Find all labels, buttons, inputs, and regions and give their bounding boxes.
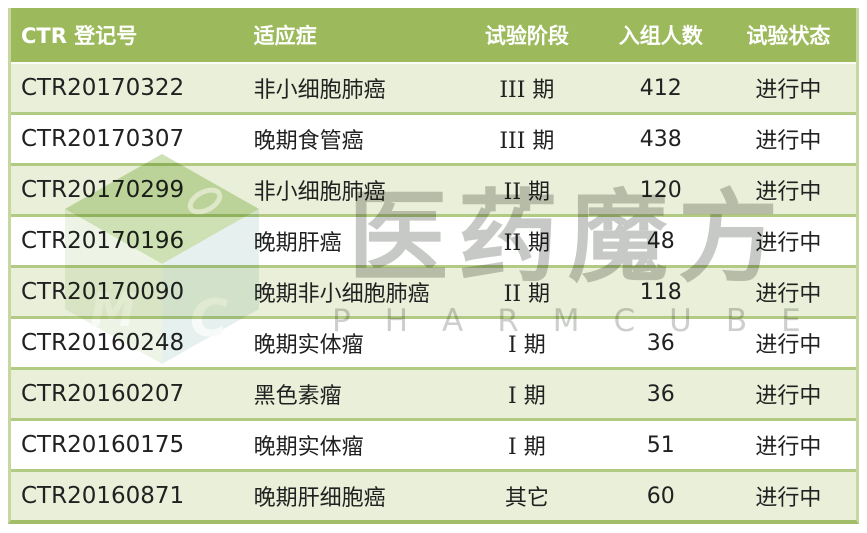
cell-ctr-id: CTR20160871 bbox=[21, 483, 185, 509]
cell-status: 进行中 bbox=[755, 282, 822, 307]
cell-enrollment: 60 bbox=[646, 483, 675, 509]
cell-ctr-id: CTR20170196 bbox=[21, 228, 185, 254]
cell-ctr-id: CTR20160175 bbox=[21, 432, 185, 458]
table-row: CTR20170307 晚期食管癌 III 期 438 进行中 bbox=[11, 112, 856, 163]
cell-indication: 晚期实体瘤 bbox=[253, 435, 364, 460]
cell-status: 进行中 bbox=[755, 333, 822, 358]
cell-phase: III 期 bbox=[499, 78, 555, 103]
cell-phase: II 期 bbox=[503, 180, 551, 205]
cell-phase: II 期 bbox=[503, 282, 551, 307]
cell-status: 进行中 bbox=[755, 180, 822, 205]
cell-enrollment: 36 bbox=[646, 330, 675, 356]
cell-indication: 晚期实体瘤 bbox=[253, 333, 364, 358]
cell-enrollment: 438 bbox=[639, 126, 682, 152]
column-header-ctr-id: CTR 登记号 bbox=[21, 24, 138, 48]
table-row: CTR20170090 晚期非小细胞肺癌 II 期 118 进行中 bbox=[11, 265, 856, 316]
cell-phase: II 期 bbox=[503, 231, 551, 256]
cell-status: 进行中 bbox=[755, 486, 822, 511]
cell-phase: III 期 bbox=[499, 129, 555, 154]
cell-indication: 黑色素瘤 bbox=[253, 384, 342, 409]
table-row: CTR20160248 晚期实体瘤 I 期 36 进行中 bbox=[11, 316, 856, 367]
cell-indication: 晚期肝癌 bbox=[253, 231, 342, 256]
cell-phase: I 期 bbox=[508, 384, 546, 409]
cell-phase: 其它 bbox=[504, 486, 549, 511]
cell-indication: 晚期肝细胞癌 bbox=[253, 486, 386, 511]
cell-status: 进行中 bbox=[755, 231, 822, 256]
column-header-enrollment: 入组人数 bbox=[618, 24, 703, 48]
cell-ctr-id: CTR20170299 bbox=[21, 177, 185, 203]
cell-enrollment: 120 bbox=[639, 177, 682, 203]
cell-ctr-id: CTR20170307 bbox=[21, 126, 185, 152]
cell-enrollment: 412 bbox=[639, 75, 682, 101]
cell-ctr-id: CTR20170090 bbox=[21, 279, 185, 305]
cell-status: 进行中 bbox=[755, 129, 822, 154]
cell-indication: 晚期非小细胞肺癌 bbox=[253, 282, 430, 307]
table-row: CTR20160871 晚期肝细胞癌 其它 60 进行中 bbox=[11, 469, 856, 520]
column-header-status: 试验状态 bbox=[746, 24, 831, 48]
cell-enrollment: 48 bbox=[646, 228, 675, 254]
cell-indication: 非小细胞肺癌 bbox=[253, 78, 386, 103]
table-row: CTR20170196 晚期肝癌 II 期 48 进行中 bbox=[11, 214, 856, 265]
table-row: CTR20160207 黑色素瘤 I 期 36 进行中 bbox=[11, 367, 856, 418]
cell-ctr-id: CTR20160248 bbox=[21, 330, 185, 356]
table-row: CTR20170299 非小细胞肺癌 II 期 120 进行中 bbox=[11, 163, 856, 214]
cell-indication: 晚期食管癌 bbox=[253, 129, 364, 154]
cell-enrollment: 118 bbox=[639, 279, 682, 305]
table-row: CTR20170322 非小细胞肺癌 III 期 412 进行中 bbox=[11, 62, 856, 112]
cell-phase: I 期 bbox=[508, 333, 546, 358]
trials-table: CTR 登记号 适应症 试验阶段 入组人数 试验状态 CTR20170322 非… bbox=[8, 8, 859, 524]
cell-ctr-id: CTR20160207 bbox=[21, 381, 185, 407]
table-body: CTR20170322 非小细胞肺癌 III 期 412 进行中 CTR2017… bbox=[11, 62, 856, 520]
cell-phase: I 期 bbox=[508, 435, 546, 460]
cell-status: 进行中 bbox=[755, 78, 822, 103]
column-header-indication: 适应症 bbox=[253, 24, 317, 48]
cell-ctr-id: CTR20170322 bbox=[21, 75, 185, 101]
cell-indication: 非小细胞肺癌 bbox=[253, 180, 386, 205]
cell-status: 进行中 bbox=[755, 435, 822, 460]
column-header-phase: 试验阶段 bbox=[484, 24, 569, 48]
cell-enrollment: 51 bbox=[646, 432, 675, 458]
table-row: CTR20160175 晚期实体瘤 I 期 51 进行中 bbox=[11, 418, 856, 469]
table-header-row: CTR 登记号 适应症 试验阶段 入组人数 试验状态 bbox=[11, 8, 856, 62]
cell-status: 进行中 bbox=[755, 384, 822, 409]
cell-enrollment: 36 bbox=[646, 381, 675, 407]
